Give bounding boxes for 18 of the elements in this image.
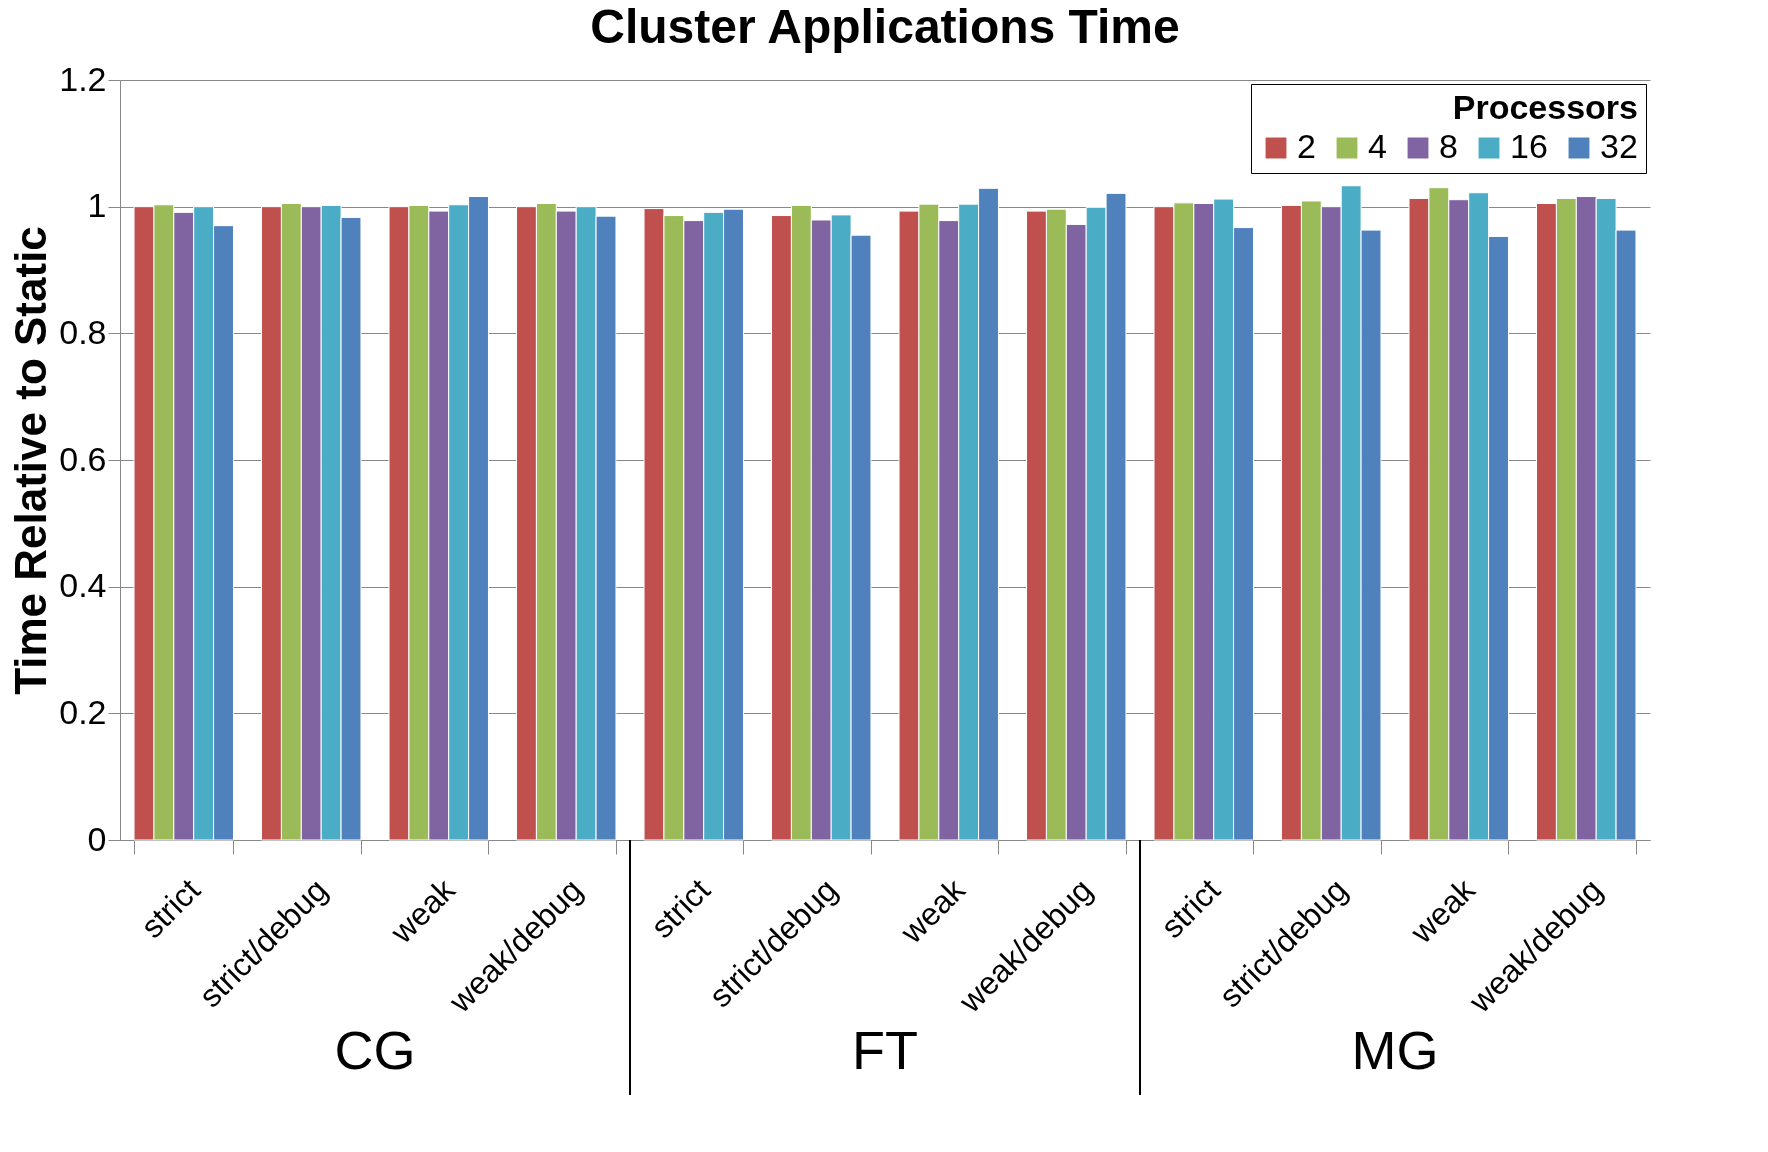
- y-tick-label: 1: [87, 186, 107, 225]
- legend-label: 32: [1600, 127, 1638, 165]
- legend-title: Processors: [1452, 88, 1638, 126]
- text: CG: [334, 1020, 416, 1080]
- text: MG: [1351, 1020, 1439, 1080]
- y-tick-label: 0.8: [59, 312, 107, 351]
- y-tick-label: 0.4: [59, 566, 107, 605]
- y-tick-label: 0: [87, 819, 107, 858]
- legend-label: 2: [1297, 127, 1316, 165]
- y-axis-title: Time Relative to Static: [6, 226, 56, 695]
- y-tick-label: 0.6: [59, 439, 107, 478]
- legend-label: 4: [1368, 127, 1387, 165]
- legend-label: 8: [1439, 127, 1458, 165]
- legend-label: 16: [1510, 127, 1548, 165]
- text: FT: [852, 1020, 918, 1080]
- y-tick-label: 0.2: [59, 692, 107, 731]
- chart-title: Cluster Applications Time: [590, 0, 1180, 53]
- y-tick-label: 1.2: [59, 59, 107, 98]
